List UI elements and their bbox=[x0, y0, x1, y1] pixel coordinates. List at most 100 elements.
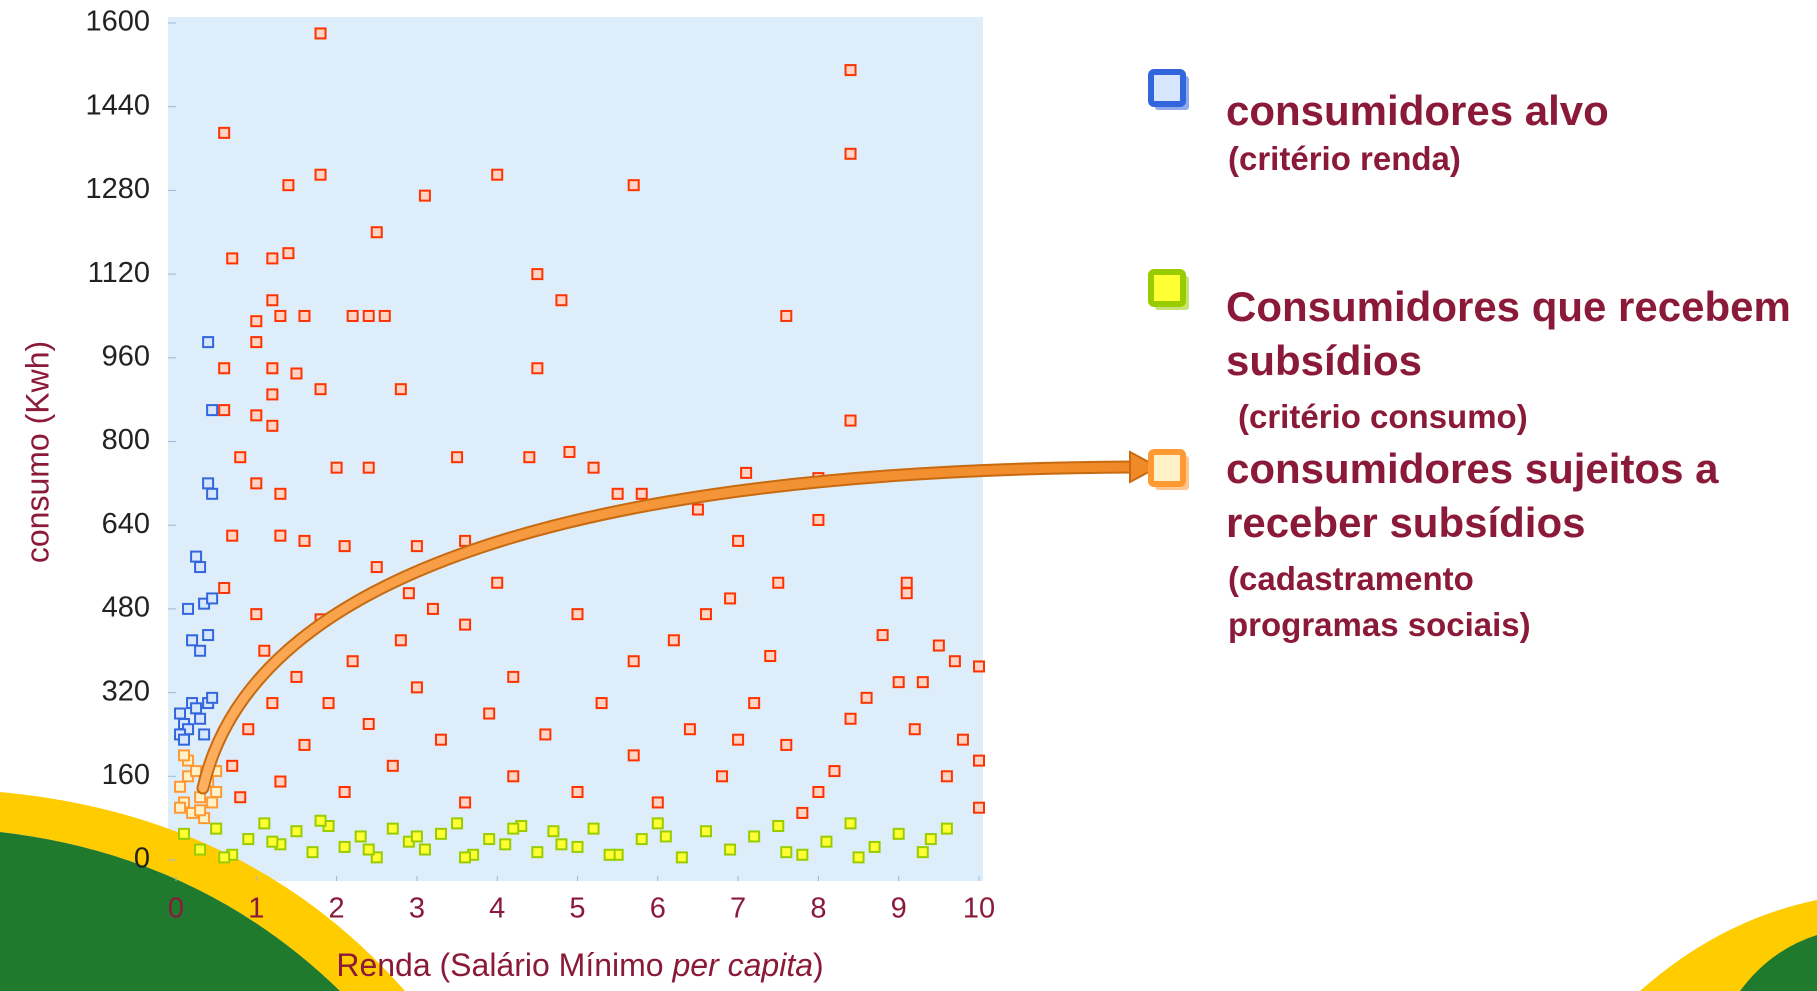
scatter-point bbox=[918, 847, 928, 857]
scatter-point bbox=[191, 766, 201, 776]
scatter-point bbox=[773, 578, 783, 588]
scatter-point bbox=[532, 269, 542, 279]
scatter-point bbox=[364, 845, 374, 855]
scatter-point bbox=[388, 824, 398, 834]
scatter-point bbox=[573, 609, 583, 619]
scatter-point bbox=[227, 761, 237, 771]
scatter-point bbox=[974, 803, 984, 813]
scatter-point bbox=[765, 651, 775, 661]
scatter-point bbox=[813, 787, 823, 797]
scatter-point bbox=[653, 797, 663, 807]
scatter-point bbox=[372, 227, 382, 237]
scatter-point bbox=[573, 787, 583, 797]
scatter-point bbox=[854, 852, 864, 862]
scatter-point bbox=[669, 635, 679, 645]
x-tick-label: 1 bbox=[248, 893, 264, 925]
scatter-point bbox=[275, 777, 285, 787]
scatter-point bbox=[532, 847, 542, 857]
scatter-point bbox=[219, 405, 229, 415]
scatter-point bbox=[797, 808, 807, 818]
y-tick-label: 1600 bbox=[85, 6, 150, 38]
scatter-point bbox=[420, 191, 430, 201]
scatter-point bbox=[589, 824, 599, 834]
legend-label: consumidores sujeitos a receber subsídio… bbox=[1226, 442, 1806, 550]
scatter-point bbox=[492, 578, 502, 588]
legend-criterion: (critério renda) bbox=[1228, 136, 1608, 182]
scatter-point bbox=[207, 489, 217, 499]
scatter-point bbox=[179, 750, 189, 760]
scatter-point bbox=[548, 826, 558, 836]
scatter-point bbox=[404, 588, 414, 598]
scatter-point bbox=[195, 646, 205, 656]
scatter-point bbox=[364, 463, 374, 473]
scatter-point bbox=[958, 735, 968, 745]
scatter-point bbox=[564, 447, 574, 457]
scatter-point bbox=[717, 771, 727, 781]
x-tick-label: 3 bbox=[409, 893, 425, 925]
x-axis-label: Renda (Salário Mínimo per capita) bbox=[336, 947, 823, 983]
scatter-point bbox=[725, 845, 735, 855]
x-tick-label: 8 bbox=[810, 893, 826, 925]
x-axis-label-part: per capita bbox=[671, 947, 813, 983]
scatter-point bbox=[175, 803, 185, 813]
scatter-point bbox=[348, 311, 358, 321]
plot-background bbox=[168, 17, 983, 881]
scatter-point bbox=[195, 805, 205, 815]
scatter-point bbox=[741, 468, 751, 478]
scatter-point bbox=[316, 170, 326, 180]
scatter-point bbox=[267, 363, 277, 373]
scatter-point bbox=[203, 630, 213, 640]
scatter-point bbox=[324, 698, 334, 708]
scatter-point bbox=[653, 818, 663, 828]
scatter-point bbox=[259, 818, 269, 828]
scatter-point bbox=[701, 609, 711, 619]
x-tick-label: 7 bbox=[730, 893, 746, 925]
scatter-point bbox=[183, 604, 193, 614]
scatter-point bbox=[460, 536, 470, 546]
scatter-point bbox=[846, 714, 856, 724]
scatter-point bbox=[267, 698, 277, 708]
scatter-point bbox=[773, 821, 783, 831]
scatter-point bbox=[460, 797, 470, 807]
scatter-point bbox=[974, 756, 984, 766]
y-tick-label: 960 bbox=[102, 340, 150, 372]
scatter-point bbox=[275, 489, 285, 499]
scatter-point bbox=[211, 824, 221, 834]
scatter-point bbox=[725, 593, 735, 603]
scatter-point bbox=[813, 515, 823, 525]
scatter-point bbox=[460, 852, 470, 862]
scatter-point bbox=[846, 65, 856, 75]
scatter-point bbox=[637, 834, 647, 844]
scatter-point bbox=[251, 316, 261, 326]
scatter-point bbox=[508, 672, 518, 682]
x-tick-label: 4 bbox=[489, 893, 505, 925]
scatter-point bbox=[821, 837, 831, 847]
scatter-point bbox=[275, 531, 285, 541]
scatter-point bbox=[235, 452, 245, 462]
scatter-point bbox=[396, 384, 406, 394]
scatter-point bbox=[199, 729, 209, 739]
scatter-point bbox=[259, 646, 269, 656]
scatter-point bbox=[629, 750, 639, 760]
scatter-point bbox=[573, 842, 583, 852]
scatter-point bbox=[452, 452, 462, 462]
scatter-point bbox=[316, 28, 326, 38]
scatter-point bbox=[597, 698, 607, 708]
scatter-point bbox=[251, 337, 261, 347]
scatter-point bbox=[219, 583, 229, 593]
scatter-point bbox=[175, 782, 185, 792]
scatter-point bbox=[556, 295, 566, 305]
scatter-point bbox=[291, 826, 301, 836]
scatter-point bbox=[291, 368, 301, 378]
scatter-point bbox=[219, 128, 229, 138]
scatter-point bbox=[902, 588, 912, 598]
y-tick-label: 800 bbox=[102, 424, 150, 456]
scatter-point bbox=[862, 693, 872, 703]
scatter-point bbox=[364, 719, 374, 729]
scatter-point bbox=[733, 735, 743, 745]
scatter-point bbox=[207, 797, 217, 807]
scatter-point bbox=[195, 845, 205, 855]
scatter-point bbox=[396, 635, 406, 645]
y-tick-label: 1120 bbox=[88, 257, 150, 289]
scatter-point bbox=[267, 253, 277, 263]
